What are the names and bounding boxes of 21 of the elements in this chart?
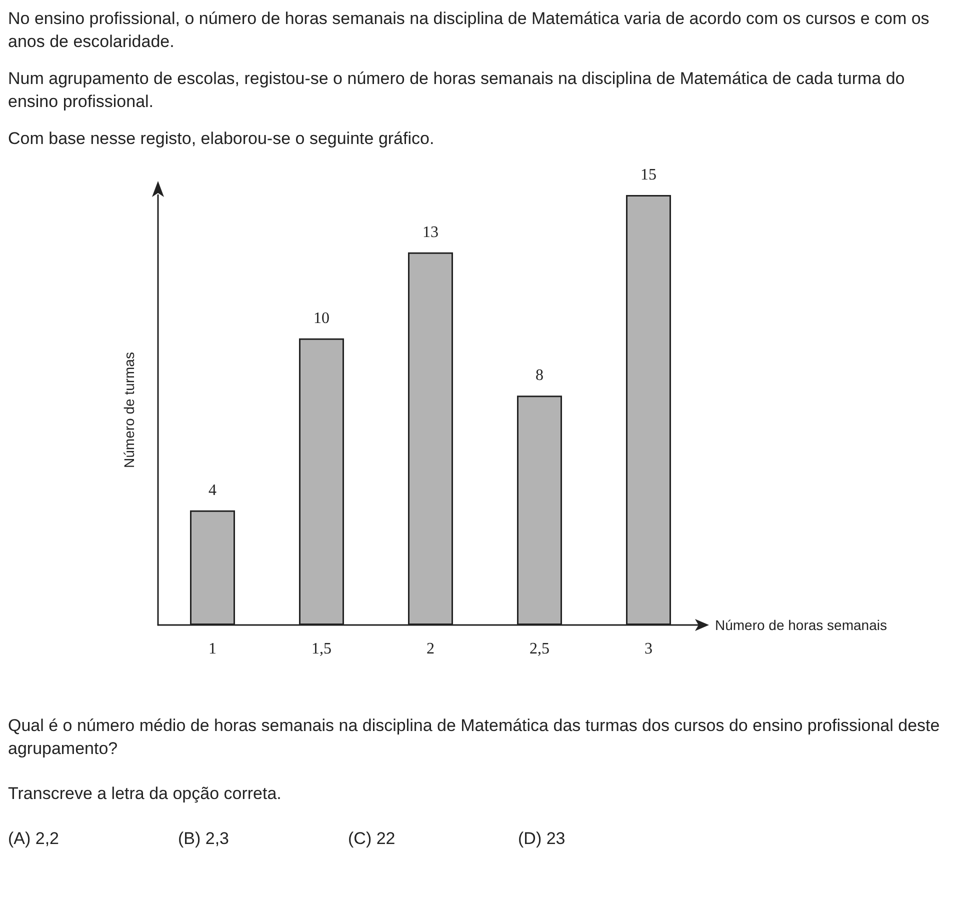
data-label: 10 [314,310,330,327]
text: Num agrupamento de escolas, registou-se o número de horas semanais na disciplina de Matemática de cada turma do ensino profissional. [8,68,906,113]
x-axis-title: Número de horas semanais [715,616,887,633]
data-label: 13 [422,224,438,241]
text: (A) 2,2 [8,828,60,850]
text: (B) 2,3 [178,828,230,850]
text: Qual é o número médio de horas semanais na disciplina de Matemática das turmas dos cursos do ensino profissional deste agrupamento? [8,714,941,760]
x-tick-label: 3 [644,640,652,658]
data-label: 8 [536,366,544,384]
x-tick-label: 2,5 [530,640,550,658]
x-tick-label: 1,5 [312,640,332,658]
text: Transcreve a letra da opção correta. [8,782,282,805]
x-tick-label: 2 [426,640,434,658]
y-axis-title: Número de turmas [121,352,137,468]
text: No ensino profissional, o número de horas semanais na disciplina de Matemática varia de acordo com os cursos e com os anos de escolaridade. [8,8,930,53]
data-label: 15 [640,166,656,184]
x-tick-label: 1 [208,640,216,658]
text: Com base nesse registo, elaborou-se o seguinte gráfico. [8,128,436,150]
text: (C) 22 [348,828,396,850]
data-label: 4 [208,482,216,499]
text: (D) 23 [518,828,566,850]
